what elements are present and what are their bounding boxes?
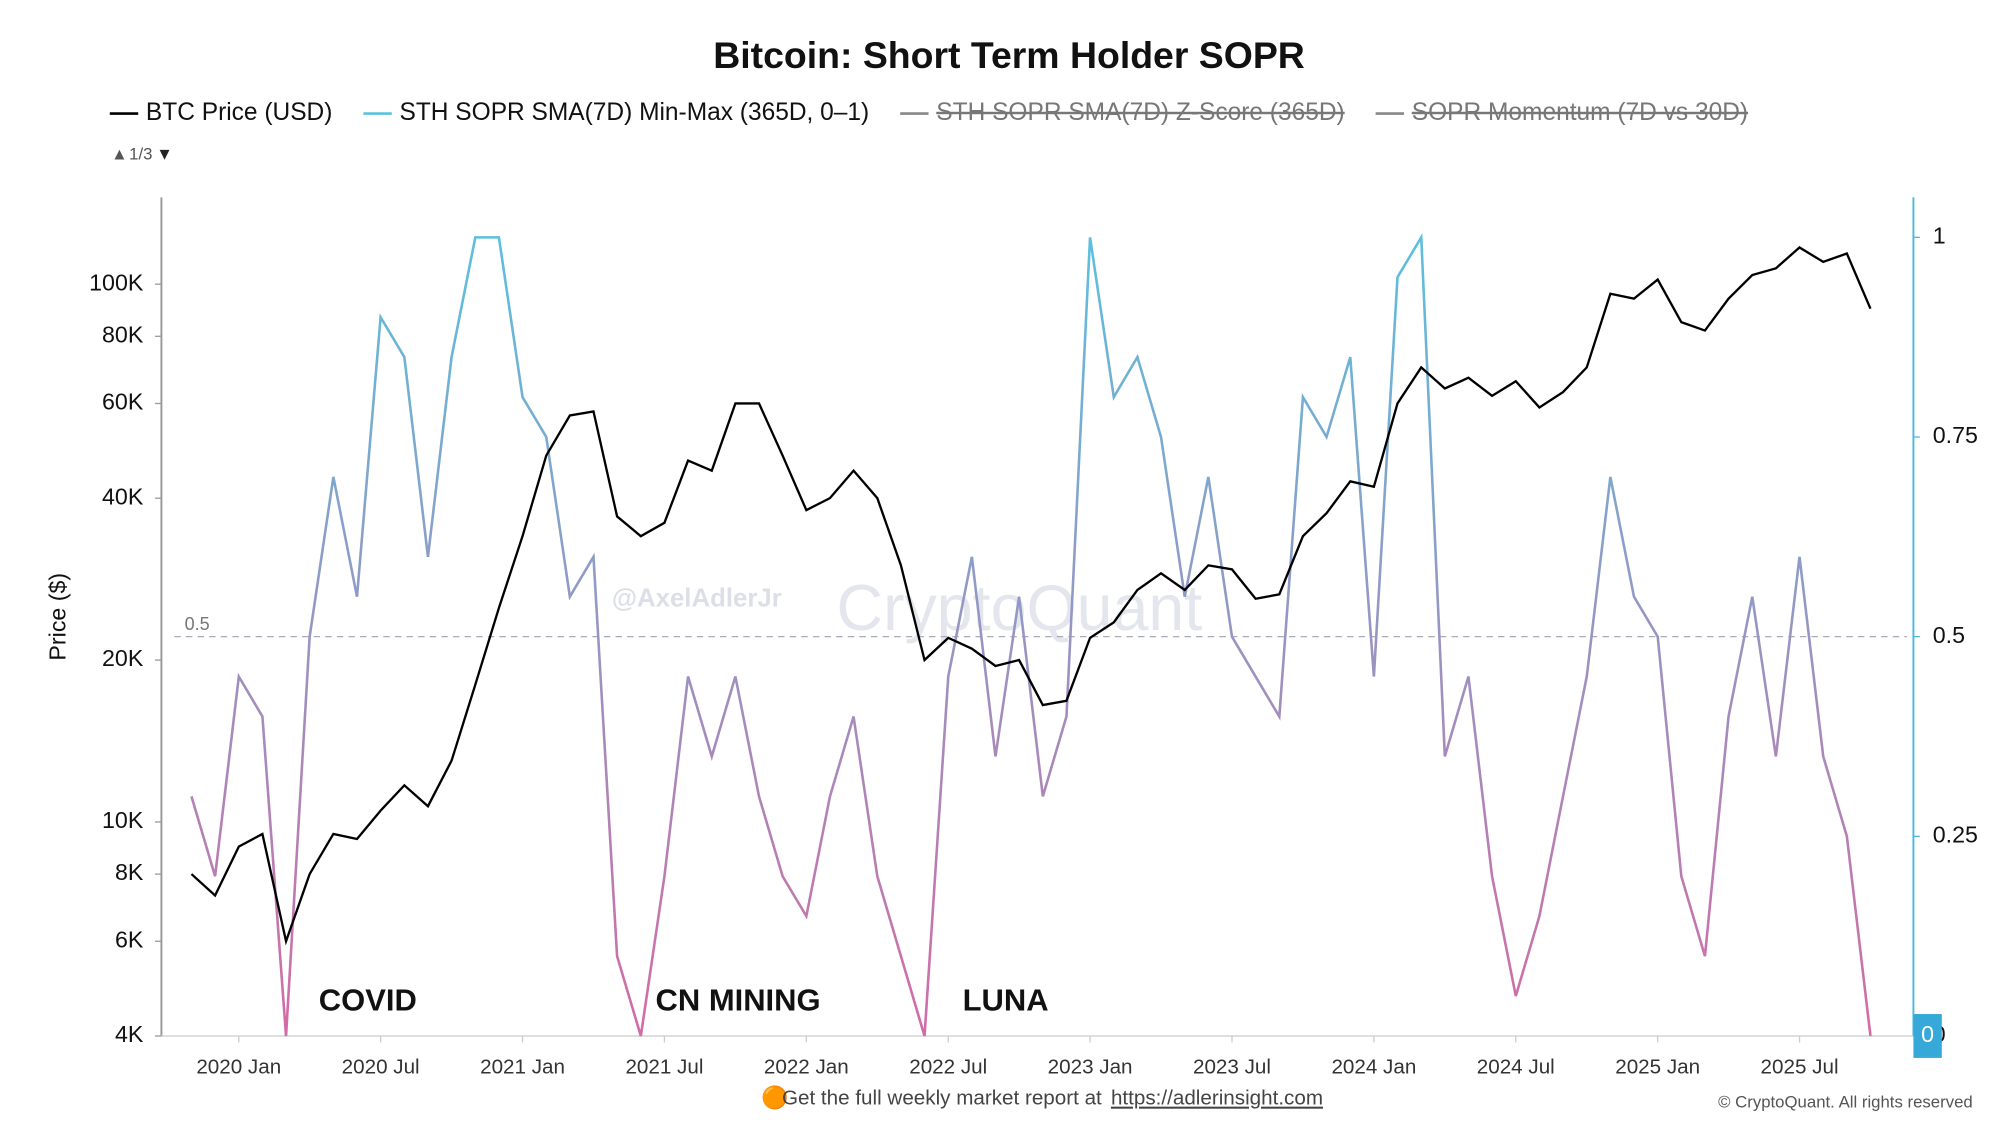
y-tick-label: 6K — [115, 926, 144, 952]
y-tick-label: 4K — [115, 1021, 144, 1047]
annotation: CN MINING — [656, 983, 821, 1018]
annotation: COVID — [319, 983, 417, 1018]
y-tick-label: 20K — [102, 645, 144, 671]
y2-tick-label: 0.75 — [1933, 422, 1978, 448]
copyright: © CryptoQuant. All rights reserved — [1718, 1093, 1973, 1112]
legend-entry[interactable]: STH SOPR SMA(7D) Min-Max (365D, 0–1) — [400, 99, 870, 126]
legend: BTC Price (USD) STH SOPR SMA(7D) Min-Max … — [109, 99, 1748, 126]
x-tick-label: 2021 Jul — [625, 1056, 703, 1079]
x-tick-label: 2023 Jul — [1193, 1056, 1271, 1079]
y2-tick-label: 0.5 — [1933, 622, 1965, 648]
legend-pager-down[interactable]: ▼ — [156, 144, 173, 163]
series-line — [190, 233, 1872, 1037]
watermark: @AxelAdlerJr — [612, 585, 782, 613]
x-tick-label: 2021 Jan — [480, 1056, 565, 1079]
x-tick-label: 2022 Jul — [909, 1056, 987, 1079]
x-tick-label: 2024 Jan — [1331, 1056, 1416, 1079]
series-line — [190, 246, 1872, 946]
y-tick-label: 100K — [89, 269, 144, 295]
x-tick-label: 2024 Jul — [1477, 1056, 1555, 1079]
legend-entry[interactable]: STH SOPR SMA(7D) Z-Score (365D) — [936, 99, 1344, 126]
legend-entry[interactable]: SOPR Momentum (7D vs 30D) — [1412, 99, 1748, 126]
annotation: LUNA — [963, 983, 1049, 1018]
y-axis-title: Price ($) — [45, 573, 71, 661]
y-tick-label: 60K — [102, 389, 144, 415]
footer-link[interactable]: https://adlerinsight.com — [1111, 1087, 1323, 1110]
x-tick-label: 2025 Jan — [1615, 1056, 1700, 1079]
current-value-badge — [1913, 1014, 1942, 1058]
footer-text: Get the full weekly market report at — [782, 1087, 1102, 1110]
x-tick-label: 2023 Jan — [1048, 1056, 1133, 1079]
x-tick-label: 2020 Jul — [342, 1056, 420, 1079]
y-tick-label: 40K — [102, 483, 144, 509]
reference-label: 0.5 — [185, 614, 210, 634]
x-tick-label: 2020 Jan — [196, 1056, 281, 1079]
chart-title: Bitcoin: Short Term Holder SOPR — [713, 34, 1305, 76]
y2-tick-label: 0.25 — [1933, 821, 1978, 847]
x-tick-label: 2022 Jan — [764, 1056, 849, 1079]
current-value-label: 0 — [1921, 1021, 1934, 1047]
legend-pager: 1/3 — [129, 144, 152, 163]
y2-tick-label: 1 — [1933, 222, 1946, 248]
y-tick-label: 10K — [102, 807, 144, 833]
x-tick-label: 2025 Jul — [1761, 1056, 1839, 1079]
legend-pager-up[interactable]: ▲ — [111, 144, 128, 163]
y-tick-label: 8K — [115, 859, 144, 885]
legend-entry[interactable]: BTC Price (USD) — [146, 99, 332, 126]
footer-icon: 🟠 — [761, 1085, 788, 1110]
y-tick-label: 80K — [102, 321, 144, 347]
